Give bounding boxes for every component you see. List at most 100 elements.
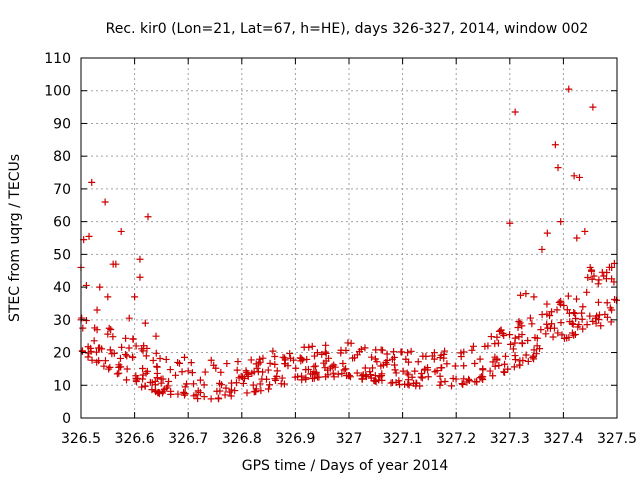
data-point bbox=[239, 373, 247, 381]
data-point bbox=[486, 367, 494, 375]
data-point bbox=[373, 358, 381, 366]
data-point bbox=[115, 369, 123, 377]
x-tick-label: 327 bbox=[336, 431, 363, 447]
data-point bbox=[221, 391, 229, 399]
data-point bbox=[227, 379, 235, 387]
data-point bbox=[500, 368, 508, 376]
x-tick-label: 327.4 bbox=[543, 431, 583, 447]
data-point bbox=[106, 346, 114, 354]
y-tick-label: 30 bbox=[53, 313, 71, 329]
data-point bbox=[399, 367, 407, 375]
data-point bbox=[458, 380, 466, 388]
data-point bbox=[201, 368, 209, 376]
y-tick-label: 110 bbox=[44, 51, 71, 67]
data-point bbox=[326, 364, 334, 372]
data-point bbox=[87, 347, 95, 355]
data-point bbox=[266, 381, 274, 389]
data-point bbox=[583, 288, 591, 296]
data-point bbox=[149, 356, 157, 364]
data-point bbox=[542, 330, 550, 338]
data-point bbox=[122, 350, 130, 358]
data-point bbox=[247, 356, 255, 364]
data-point bbox=[588, 275, 596, 283]
data-point bbox=[196, 376, 204, 384]
data-point bbox=[390, 353, 398, 361]
data-point bbox=[139, 364, 147, 372]
data-point bbox=[564, 292, 572, 300]
data-point bbox=[563, 306, 571, 314]
y-tick-label: 100 bbox=[44, 84, 71, 100]
data-point bbox=[252, 385, 260, 393]
data-point bbox=[207, 356, 215, 364]
data-point bbox=[344, 339, 352, 347]
data-point bbox=[549, 333, 557, 341]
data-point bbox=[522, 351, 530, 359]
data-point bbox=[554, 164, 562, 172]
data-point bbox=[586, 312, 594, 320]
data-point bbox=[322, 349, 330, 357]
data-point bbox=[441, 378, 449, 386]
data-point bbox=[404, 371, 412, 379]
data-point bbox=[526, 314, 534, 322]
data-point bbox=[215, 395, 223, 403]
data-point bbox=[598, 268, 606, 276]
data-point bbox=[239, 379, 247, 387]
data-point bbox=[78, 347, 86, 355]
data-point bbox=[128, 353, 136, 361]
data-point bbox=[113, 370, 121, 378]
data-point bbox=[132, 378, 140, 386]
data-point bbox=[269, 347, 277, 355]
data-point bbox=[322, 373, 330, 381]
data-point bbox=[418, 374, 426, 382]
data-point bbox=[84, 353, 92, 361]
data-point bbox=[379, 361, 387, 369]
data-point bbox=[511, 334, 519, 342]
data-point bbox=[200, 381, 208, 389]
data-point bbox=[506, 340, 514, 348]
data-point bbox=[359, 371, 367, 379]
data-point bbox=[451, 362, 459, 370]
data-point bbox=[181, 383, 189, 391]
grid-lines bbox=[81, 58, 617, 418]
data-point bbox=[266, 359, 274, 367]
data-point bbox=[544, 324, 552, 332]
data-point bbox=[107, 325, 115, 333]
data-point bbox=[93, 306, 101, 314]
data-point bbox=[330, 361, 338, 369]
data-point bbox=[531, 334, 539, 342]
data-point bbox=[227, 392, 235, 400]
data-point bbox=[578, 309, 586, 317]
data-point bbox=[392, 369, 400, 377]
data-point bbox=[104, 330, 112, 338]
data-point bbox=[436, 372, 444, 380]
data-point bbox=[465, 377, 473, 385]
data-point bbox=[91, 324, 99, 332]
data-point bbox=[443, 360, 451, 368]
data-point bbox=[557, 319, 565, 327]
data-point bbox=[408, 373, 416, 381]
data-point bbox=[608, 306, 616, 314]
data-point bbox=[405, 381, 413, 389]
data-point bbox=[497, 326, 505, 334]
data-point bbox=[361, 364, 369, 372]
data-point bbox=[484, 342, 492, 350]
data-point bbox=[265, 385, 273, 393]
data-point bbox=[460, 362, 468, 370]
data-point bbox=[340, 366, 348, 374]
data-point bbox=[375, 376, 383, 384]
data-point bbox=[530, 346, 538, 354]
data-point bbox=[573, 234, 581, 242]
data-point bbox=[115, 363, 123, 371]
data-point bbox=[528, 320, 536, 328]
y-tick-label: 50 bbox=[53, 247, 71, 263]
data-point bbox=[479, 366, 487, 374]
data-point bbox=[178, 368, 186, 376]
data-point bbox=[367, 374, 375, 382]
data-point bbox=[608, 275, 616, 283]
data-point bbox=[571, 330, 579, 338]
data-point bbox=[152, 332, 160, 340]
data-point bbox=[286, 350, 294, 358]
data-point bbox=[595, 276, 603, 284]
data-point bbox=[259, 354, 267, 362]
